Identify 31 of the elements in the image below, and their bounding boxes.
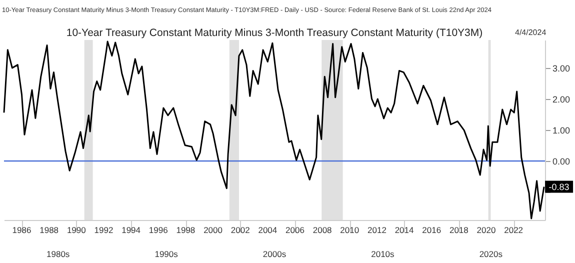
y-tick-label: 1.00 xyxy=(552,126,570,136)
text: 4/4/2024 xyxy=(515,28,547,37)
y-tick-label: 3.00 xyxy=(552,63,570,74)
x-tick-label: 2014 xyxy=(394,225,414,235)
y-tick-label: 0.00 xyxy=(552,156,570,167)
x-tick-label: 2022 xyxy=(504,225,524,235)
x-tick-label: 1996 xyxy=(148,225,168,235)
x-tick-label: 2020 xyxy=(476,225,496,235)
text: 2000s xyxy=(262,249,286,259)
x-tick-label: 2018 xyxy=(449,225,469,235)
x-tick-label: 1990 xyxy=(66,225,86,235)
x-tick-label: 2016 xyxy=(422,225,442,235)
annotation: -0.83 xyxy=(548,182,570,192)
text: 1980s xyxy=(46,249,70,259)
x-tick-label: 2008 xyxy=(312,225,332,235)
text: 2010s xyxy=(371,249,394,259)
x-tick-label: 1992 xyxy=(94,225,114,235)
x-tick-label: 2012 xyxy=(368,225,387,235)
chart-title: 10-Year Treasury Constant Maturity Minus 3-Month Treasury Constant Maturity (T10Y3M) xyxy=(66,27,483,39)
x-tick-label: 2006 xyxy=(286,225,305,235)
x-tick-label: 1994 xyxy=(122,225,141,235)
x-tick-label: 2002 xyxy=(230,225,250,235)
x-tick-label: 2000 xyxy=(204,225,223,235)
x-tick-label: 1986 xyxy=(12,225,32,235)
text: 2020s xyxy=(479,249,502,259)
y-tick-label: 2.00 xyxy=(552,94,570,104)
x-tick-label: 1988 xyxy=(40,225,59,235)
x-tick-label: 2004 xyxy=(258,225,278,235)
text: 1990s xyxy=(154,249,178,259)
x-tick-label: 1998 xyxy=(176,225,196,235)
x-tick-label: 2010 xyxy=(340,225,360,235)
